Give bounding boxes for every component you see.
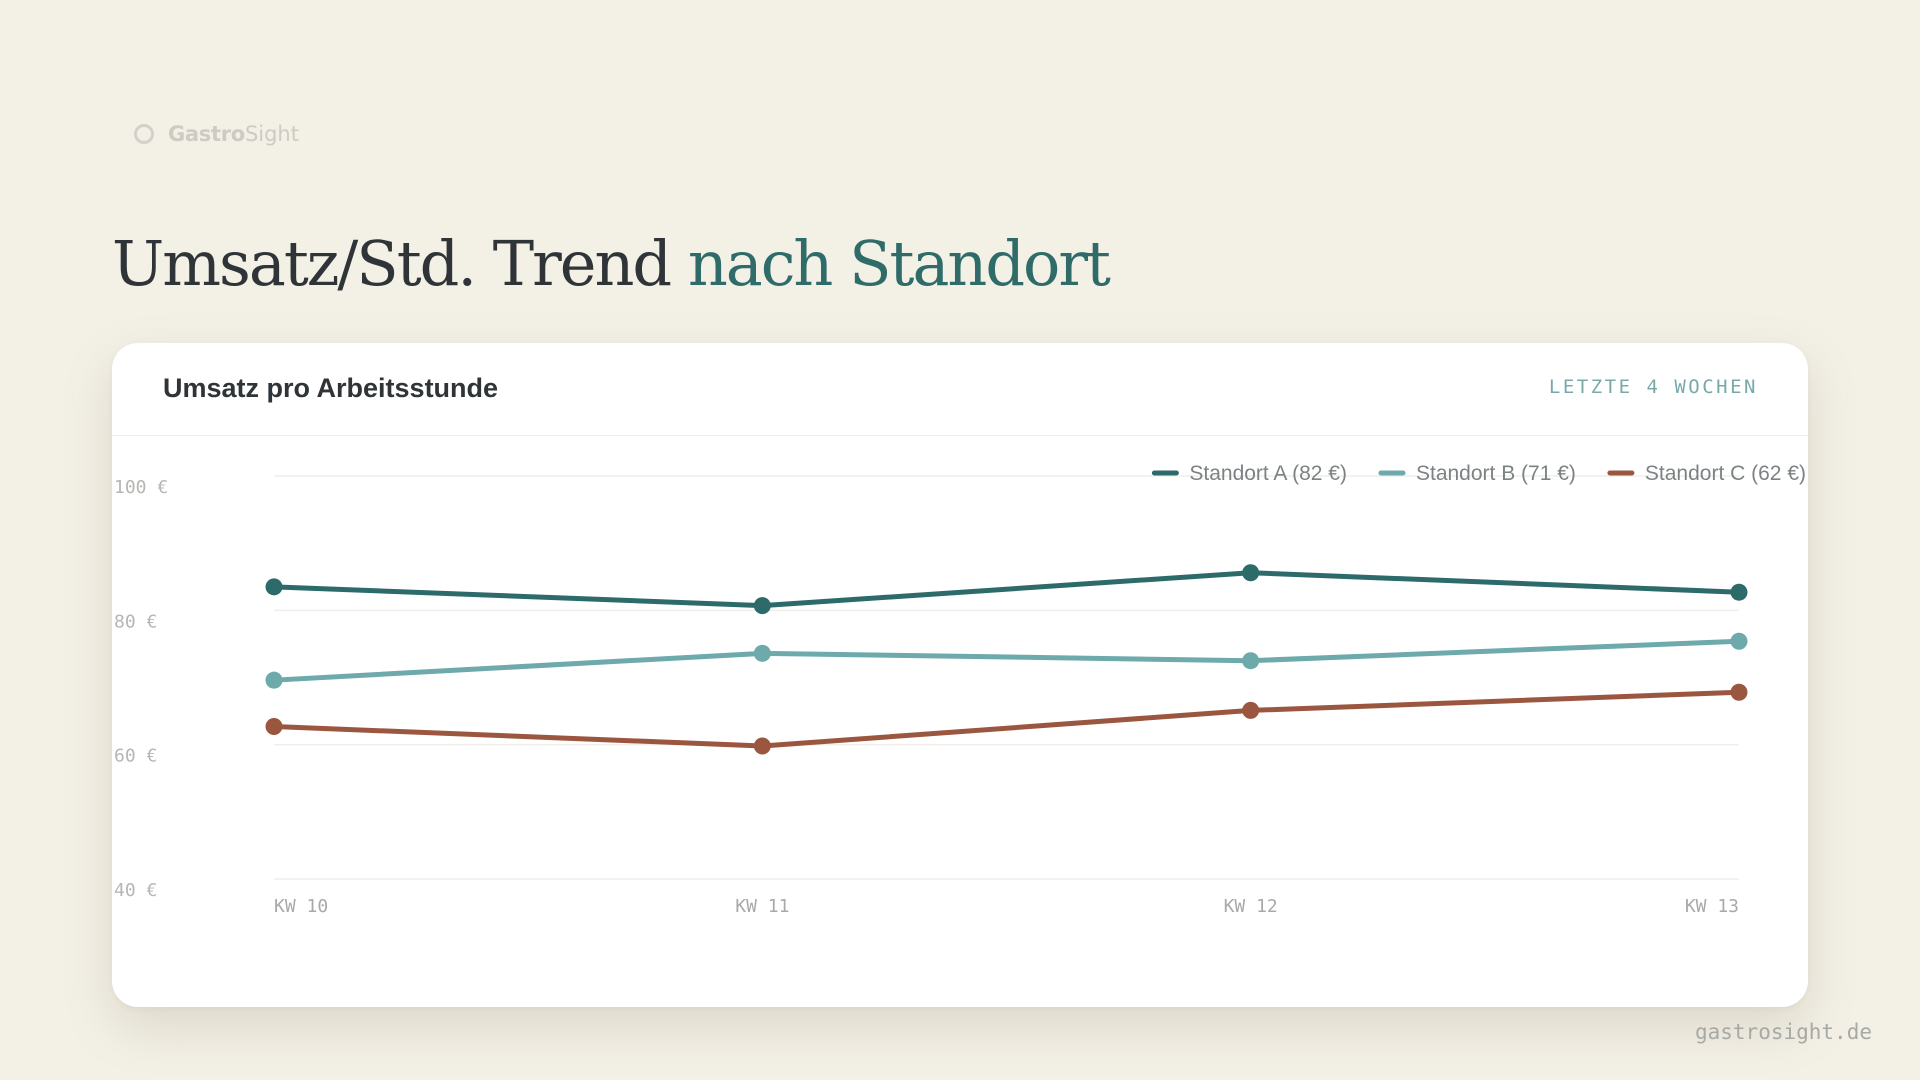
data-point [1242, 564, 1260, 582]
data-point [1730, 632, 1748, 650]
legend-label: Standort C (62 €) [1645, 462, 1806, 485]
series-line [271, 638, 1742, 683]
y-tick-label: 40 € [114, 880, 157, 901]
line-chart: 100 € 80 € 60 € 40 € KW 10 KW 11 KW 12 KW 13 Sta… [114, 462, 1806, 917]
chart-legend: Standort A (82 €) Standort B (71 €) Stando… [1151, 462, 1806, 485]
x-tick-label: KW 10 [274, 896, 328, 917]
x-tick-label: KW 13 [1685, 896, 1739, 917]
legend-label: Standort B (71 €) [1416, 462, 1576, 485]
data-point [1242, 701, 1260, 719]
data-point [753, 737, 771, 755]
legend-label: Standort A (82 €) [1189, 462, 1347, 485]
data-point [1730, 683, 1748, 701]
data-point [1242, 652, 1260, 670]
page-title-accent: nach Standort [687, 227, 1111, 300]
chart-title: Umsatz pro Arbeitsstunde [163, 373, 499, 403]
legend-item: Standort B (71 €) [1378, 462, 1576, 485]
chart-card-header: Umsatz pro Arbeitsstunde LETZTE 4 WOCHEN [112, 343, 1808, 436]
chart-card: Umsatz pro Arbeitsstunde LETZTE 4 WOCHEN… [112, 343, 1808, 1007]
legend-item: Standort C (62 €) [1607, 462, 1806, 485]
x-tick-label: KW 12 [1224, 896, 1278, 917]
y-tick-label: 100 € [114, 477, 168, 498]
legend-item: Standort A (82 €) [1151, 462, 1347, 485]
data-point [265, 578, 283, 596]
page-title-main: Umsatz/Std. Trend [112, 227, 672, 300]
time-range-label: LETZTE 4 WOCHEN [1548, 376, 1758, 398]
data-point [1730, 583, 1748, 601]
brand-name-strong: Gastro [168, 122, 245, 146]
y-tick-label: 60 € [114, 746, 157, 767]
brand-logo: Gastro Sight [134, 119, 299, 149]
data-point [753, 644, 771, 662]
data-point [265, 671, 283, 689]
data-point [753, 597, 771, 615]
series-line [271, 689, 1742, 749]
y-tick-label: 80 € [114, 611, 157, 632]
footer-url: gastrosight.de [1694, 1020, 1872, 1044]
ring-icon [134, 124, 154, 144]
page-title: Umsatz/Std. Trend nach Standort [112, 227, 1111, 300]
x-tick-label: KW 11 [735, 896, 789, 917]
series-line [271, 570, 1742, 609]
brand-name-light: Sight [244, 122, 299, 146]
data-point [265, 718, 283, 736]
brand-name: Gastro Sight [168, 122, 299, 146]
